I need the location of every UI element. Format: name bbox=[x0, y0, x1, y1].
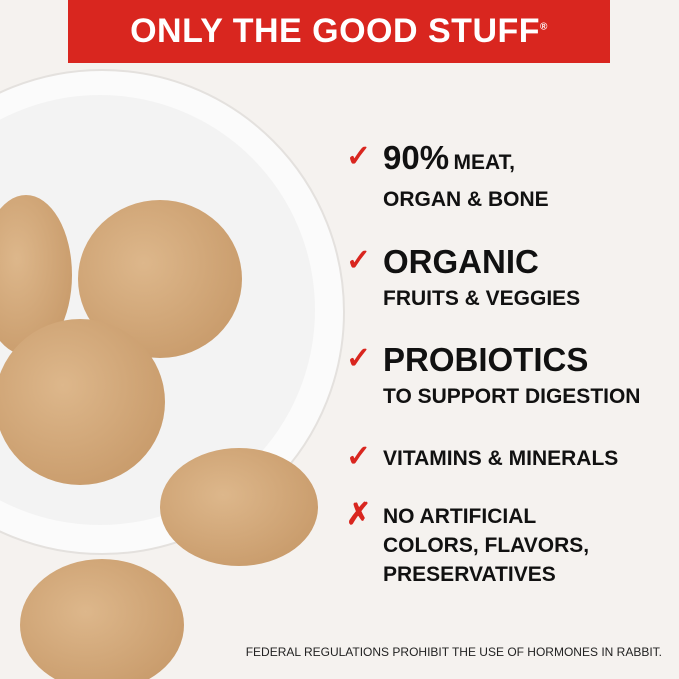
feature-headline: 90% bbox=[383, 139, 450, 176]
patty-image bbox=[160, 448, 318, 566]
patty-image bbox=[0, 319, 165, 485]
patty-image bbox=[0, 195, 72, 355]
footer-disclaimer: FEDERAL REGULATIONS PROHIBIT THE USE OF … bbox=[245, 645, 662, 659]
patty-image bbox=[20, 559, 184, 679]
feature-headline: VITAMINS & MINERALS bbox=[383, 447, 619, 470]
x-icon: ✗ bbox=[346, 498, 372, 531]
check-icon: ✓ bbox=[346, 140, 372, 173]
feature-subline: ORGAN & BONE bbox=[383, 188, 549, 211]
check-icon: ✓ bbox=[346, 342, 372, 375]
feature-headline: PROBIOTICS bbox=[383, 341, 589, 378]
feature-subline: TO SUPPORT DIGESTION bbox=[383, 385, 641, 408]
feature-line: NO ARTIFICIAL bbox=[383, 505, 537, 528]
feature-headline: ORGANIC bbox=[383, 243, 539, 280]
banner-title-text: ONLY THE GOOD STUFF bbox=[130, 12, 541, 50]
registered-mark: ® bbox=[540, 21, 548, 33]
banner-title: ONLY THE GOOD STUFF® bbox=[130, 12, 548, 51]
banner: ONLY THE GOOD STUFF® bbox=[68, 0, 610, 63]
feature-headline-suffix: MEAT, bbox=[453, 151, 515, 174]
feature-subline: FRUITS & VEGGIES bbox=[383, 287, 581, 310]
check-icon: ✓ bbox=[346, 244, 372, 277]
feature-line: PRESERVATIVES bbox=[383, 563, 556, 586]
feature-line: COLORS, FLAVORS, bbox=[383, 534, 590, 557]
patty-image bbox=[78, 200, 242, 358]
check-icon: ✓ bbox=[346, 440, 372, 473]
